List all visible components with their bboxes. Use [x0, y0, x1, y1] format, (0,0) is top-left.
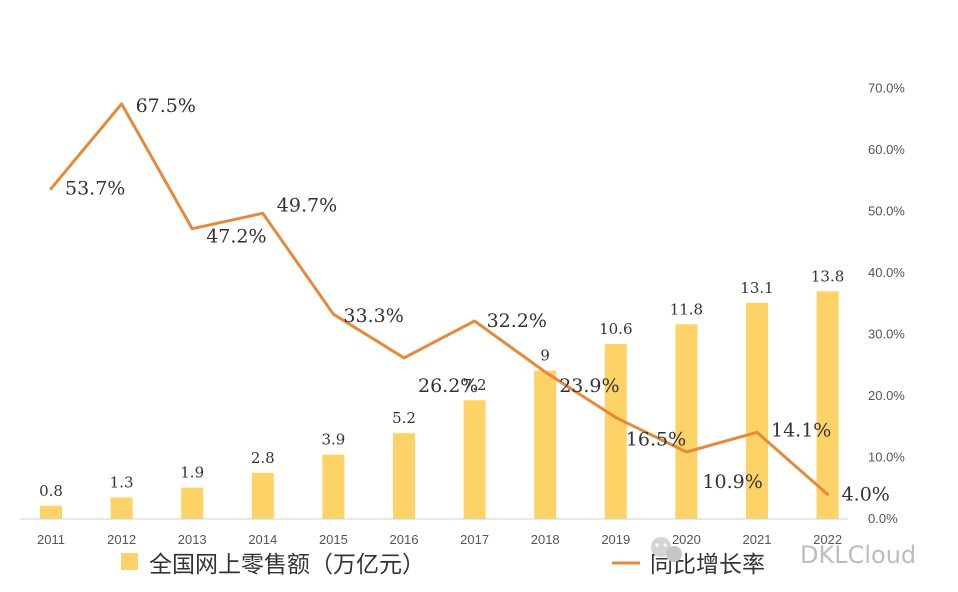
rate-label-2018: 23.9%: [559, 375, 619, 397]
y-tick-0: 0.0%: [868, 511, 898, 526]
bar-2016: [393, 433, 415, 519]
bar-2019: [604, 344, 627, 519]
x-tick-2017: 2017: [460, 532, 489, 547]
y-tick-1: 10.0%: [868, 450, 905, 465]
x-tick-2019: 2019: [601, 532, 630, 547]
right-y-ticks-group: 0.0% 10.0% 20.0% 30.0% 40.0% 50.0% 60.0% 70.0%: [868, 81, 905, 527]
x-tick-2020: 2020: [672, 532, 701, 547]
bar-label-2014: 2.8: [251, 449, 275, 467]
bar-2013: [181, 487, 204, 519]
x-tick-2011: 2011: [37, 532, 65, 547]
bar-label-2020: 11.8: [670, 300, 703, 318]
bar-label-2015: 3.9: [321, 431, 345, 449]
rate-label-2016: 26.2%: [418, 375, 478, 397]
wechat-icon: [651, 537, 682, 562]
legend-swatch-bar: [121, 553, 138, 570]
bar-2022: [816, 291, 839, 519]
rate-labels-group: 53.7% 67.5% 47.2% 49.7% 33.3% 26.2% 32.2% 23.9%…: [65, 95, 890, 506]
bar-label-2022: 13.8: [811, 267, 844, 285]
rate-label-2012: 67.5%: [136, 95, 196, 117]
growth-rate-line: [49, 102, 830, 496]
y-tick-2: 20.0%: [868, 388, 905, 403]
bar-2018: [534, 370, 557, 519]
legend: 全国网上零售额（万亿元） 同比增长率: [121, 552, 765, 578]
bar-label-2013: 1.9: [180, 464, 204, 482]
rate-label-2017: 32.2%: [487, 310, 547, 332]
x-tick-2015: 2015: [319, 532, 348, 547]
bar-label-2018: 9: [540, 347, 550, 365]
bar-label-2012: 1.3: [110, 474, 134, 492]
bars-group: [40, 291, 839, 519]
bar-2017: [463, 400, 486, 519]
bar-label-2019: 10.6: [599, 320, 632, 338]
y-tick-3: 30.0%: [868, 327, 905, 342]
x-tick-2013: 2013: [178, 532, 207, 547]
y-tick-5: 50.0%: [868, 204, 905, 219]
bar-2020: [675, 324, 698, 519]
x-tick-2022: 2022: [813, 532, 842, 547]
rate-label-2021: 14.1%: [771, 419, 831, 441]
y-tick-7: 70.0%: [868, 81, 905, 96]
watermark-text: DKLCloud: [800, 541, 916, 569]
rate-label-2011: 53.7%: [65, 178, 125, 200]
watermark: DKLCloud: [651, 537, 916, 569]
x-tick-2016: 2016: [390, 532, 419, 547]
rate-label-2015: 33.3%: [343, 305, 403, 327]
bar-2021: [746, 302, 768, 519]
bar-2011: [40, 505, 62, 519]
x-tick-2014: 2014: [248, 532, 277, 547]
legend-label-bar: 全国网上零售额（万亿元）: [149, 552, 425, 578]
bar-label-2016: 5.2: [392, 409, 416, 427]
y-tick-4: 40.0%: [868, 265, 905, 280]
bar-labels-group: 0.8 1.3 1.9 2.8 3.9 5.2 7.2 9 10.6 11.8 13.1 13.8: [39, 267, 844, 500]
bar-label-2017: 7.2: [463, 376, 487, 394]
x-tick-2012: 2012: [107, 532, 136, 547]
x-tick-2021: 2021: [743, 532, 772, 547]
bar-2015: [322, 454, 345, 519]
rate-label-2020: 10.9%: [702, 471, 762, 493]
x-tick-2018: 2018: [531, 532, 560, 547]
y-tick-6: 60.0%: [868, 142, 905, 157]
x-ticks-group: 2011 2012 2013 2014 2015 2016 2017 2018 2019 2020…: [37, 532, 842, 547]
bar-label-2011: 0.8: [39, 482, 63, 500]
rate-label-2019: 16.5%: [626, 429, 686, 451]
rate-label-2022: 4.0%: [842, 483, 890, 505]
bar-2014: [251, 472, 274, 519]
rate-label-2013: 47.2%: [206, 226, 266, 248]
bar-2012: [110, 497, 133, 519]
rate-label-2014: 49.7%: [277, 194, 337, 216]
bar-label-2021: 13.1: [740, 279, 773, 297]
